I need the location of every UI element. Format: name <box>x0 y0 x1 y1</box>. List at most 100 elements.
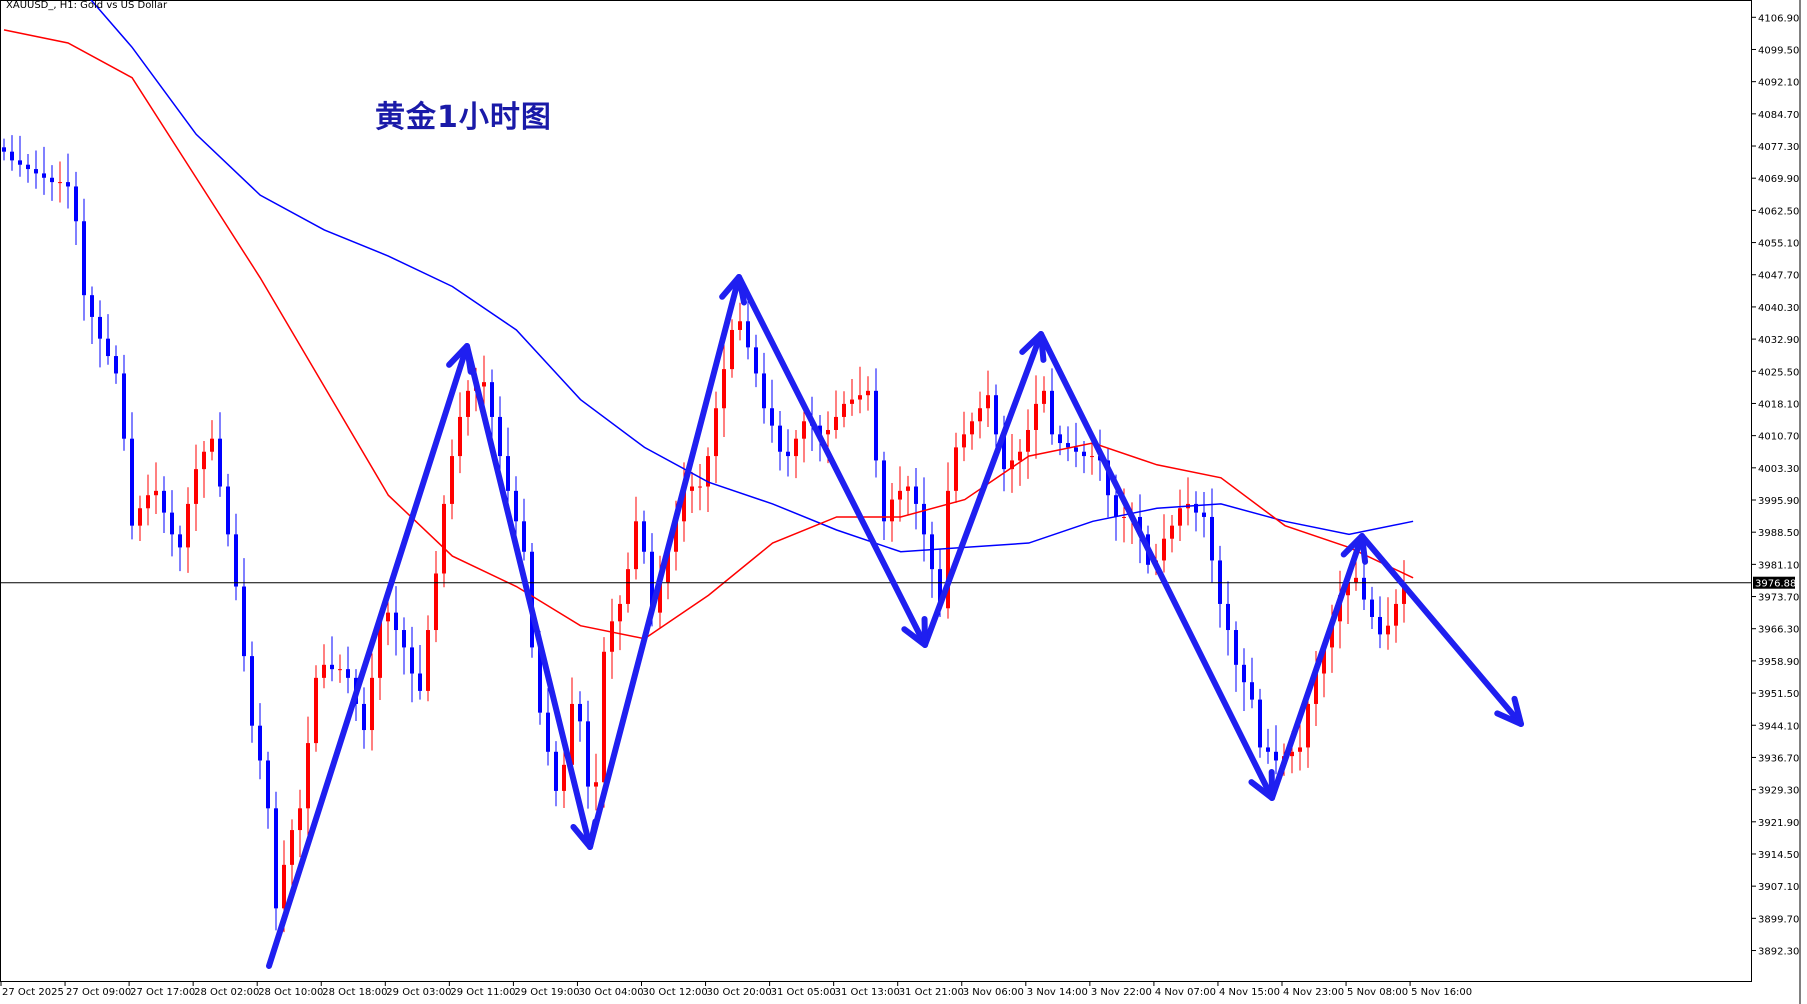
price-tick-label: 3944.10 <box>1758 721 1799 732</box>
price-tick-label: 4032.90 <box>1758 335 1799 346</box>
candle <box>258 703 262 780</box>
candle <box>1242 648 1246 711</box>
candle-body <box>1370 599 1374 617</box>
candle <box>58 161 62 203</box>
candle-body <box>762 373 766 409</box>
candle-body <box>866 390 870 396</box>
candle-body <box>890 499 894 522</box>
candle <box>250 641 254 743</box>
candle <box>594 753 598 811</box>
candle-body <box>194 469 198 504</box>
time-tick-label: 31 Oct 21:00 <box>899 987 964 998</box>
price-tick-label: 4099.50 <box>1758 45 1799 56</box>
candle-body <box>74 186 78 222</box>
candle <box>346 646 350 694</box>
candle-body <box>802 421 806 439</box>
candle-body <box>970 421 974 435</box>
candle <box>1218 545 1222 628</box>
candle-body <box>314 677 318 744</box>
candle <box>130 412 134 540</box>
candle <box>554 741 558 807</box>
candle-body <box>586 721 590 787</box>
arrowhead-icon <box>1248 769 1275 801</box>
time-tick-label: 4 Nov 23:00 <box>1283 987 1344 998</box>
candle-body <box>1178 508 1182 526</box>
candle <box>10 135 14 171</box>
candle <box>306 716 310 838</box>
candle-body <box>1386 625 1390 635</box>
price-tick-label: 4084.70 <box>1758 110 1799 121</box>
candle-body <box>234 534 238 587</box>
candle <box>226 473 230 547</box>
candle-body <box>690 486 694 491</box>
candle-body <box>186 503 190 548</box>
candle <box>1258 688 1262 758</box>
candle <box>778 411 782 471</box>
candle-body <box>346 669 350 678</box>
candle-body <box>954 447 958 491</box>
candle <box>994 384 998 455</box>
candle-body <box>986 395 990 409</box>
candle-body <box>994 395 998 435</box>
candle <box>370 653 374 751</box>
time-tick-label: 3 Nov 06:00 <box>963 987 1024 998</box>
candle <box>218 412 222 497</box>
candle <box>522 498 526 561</box>
candle-body <box>978 408 982 422</box>
moving-averages <box>3 0 1414 640</box>
candle <box>1386 597 1390 650</box>
price-axis[interactable]: 4106.90 4099.50 4092.10 4084.70 4077.30 4069.… <box>1752 13 1799 958</box>
price-tick-label: 3892.30 <box>1758 947 1799 958</box>
candle <box>746 294 750 360</box>
candle-body <box>1122 516 1126 518</box>
candle-body <box>434 573 438 631</box>
candle-body <box>1210 516 1214 561</box>
candle <box>314 665 318 752</box>
candle-body <box>250 656 254 726</box>
candle-body <box>298 808 302 831</box>
time-tick-label: 29 Oct 19:00 <box>514 987 579 998</box>
ma-slow-line <box>90 0 1414 553</box>
candle <box>1034 375 1038 459</box>
candle <box>1066 426 1070 462</box>
candle <box>1402 560 1406 623</box>
time-tick-label: 29 Oct 03:00 <box>386 987 451 998</box>
time-tick-label: 30 Oct 20:00 <box>707 987 772 998</box>
candle <box>98 300 102 368</box>
candle-body <box>146 495 150 509</box>
candle <box>66 153 70 209</box>
candle-body <box>1002 434 1006 470</box>
candle <box>586 700 590 809</box>
arrowhead-icon <box>901 616 928 648</box>
candle-body <box>906 486 910 491</box>
candle-body <box>698 486 702 488</box>
candle-body <box>418 673 422 691</box>
candle-body <box>498 416 502 457</box>
wave-annotation-arrows <box>266 274 1524 969</box>
candle-body <box>770 408 774 426</box>
candle-body <box>538 647 542 713</box>
candle <box>898 466 902 522</box>
current-price-label: 3976.88 <box>1753 576 1796 590</box>
candle-body <box>2 147 6 152</box>
candle <box>1266 728 1270 764</box>
candle-body <box>1402 582 1406 604</box>
candle <box>82 198 86 321</box>
candle <box>410 626 414 703</box>
candle-body <box>362 703 366 731</box>
candle <box>754 334 758 388</box>
price-tick-label: 4092.10 <box>1758 78 1799 89</box>
price-tick-label: 4077.30 <box>1758 142 1799 153</box>
candle <box>394 586 398 656</box>
time-tick-label: 3 Nov 22:00 <box>1091 987 1152 998</box>
candle-body <box>554 751 558 791</box>
candle-body <box>426 630 430 691</box>
price-tick-label: 3995.90 <box>1758 496 1799 507</box>
candle-body <box>178 534 182 548</box>
candle-body <box>1114 495 1118 517</box>
candle-body <box>1058 434 1062 444</box>
candle <box>698 463 702 511</box>
candle <box>26 154 30 183</box>
